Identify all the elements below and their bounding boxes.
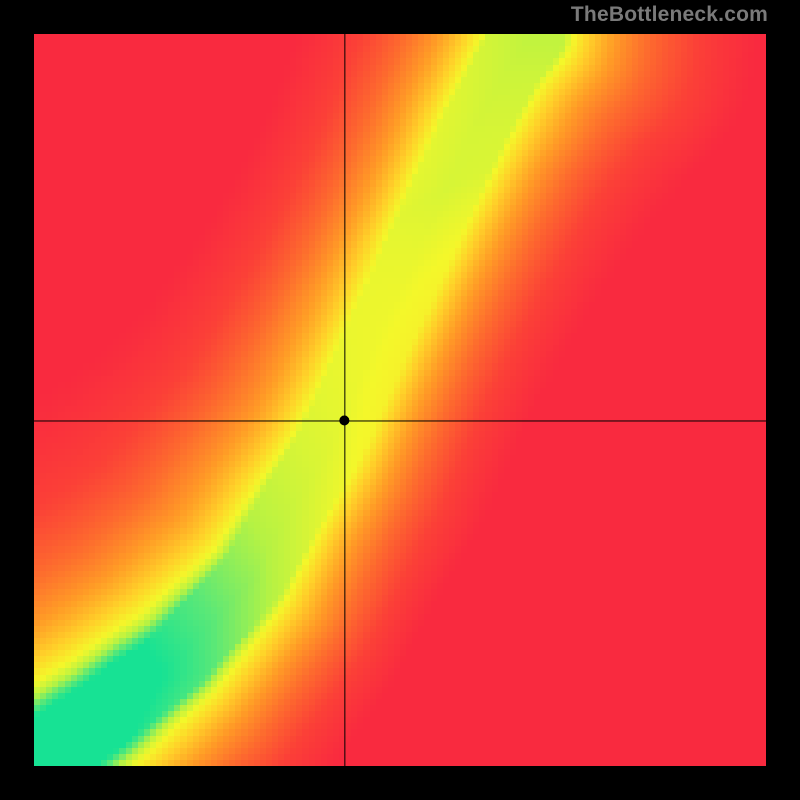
chart-container: { "watermark": { "text": "TheBottleneck.… [0, 0, 800, 800]
bottleneck-heatmap [0, 0, 800, 800]
